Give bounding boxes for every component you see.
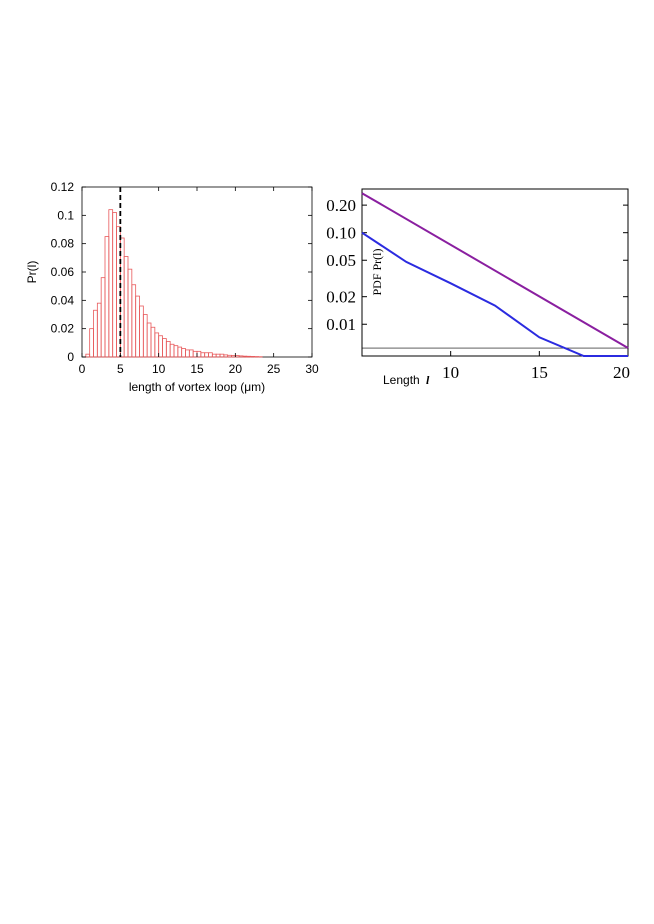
histogram-bar — [192, 350, 198, 358]
series-line-1 — [361, 192, 629, 349]
histogram-bar — [104, 236, 110, 358]
histogram-bar — [231, 355, 236, 358]
x-tick-label: 10 — [152, 362, 166, 376]
y-tick-label: 0.01 — [326, 315, 356, 334]
histogram-bar — [165, 341, 171, 358]
right-x-axis-label: Length l — [383, 373, 430, 387]
left-x-axis-label: length of vortex loop (μm) — [129, 380, 265, 394]
histogram-bar — [188, 349, 194, 358]
right-x-axis-label-text: Length — [383, 373, 420, 387]
x-tick-label: 10 — [442, 363, 459, 382]
y-tick-label: 0.02 — [51, 322, 75, 336]
histogram-bar — [158, 335, 163, 358]
x-tick-label: 20 — [229, 362, 243, 376]
histogram-bar — [242, 355, 248, 358]
histogram-bar — [173, 345, 179, 358]
y-tick-label: 0.05 — [326, 251, 356, 270]
histogram-bar — [215, 353, 221, 358]
y-tick-label: 0.08 — [51, 237, 75, 251]
histogram-bar — [85, 353, 91, 358]
histogram-bar — [169, 343, 175, 358]
histogram-bar — [185, 349, 190, 358]
x-tick-label: 15 — [531, 363, 548, 382]
histogram-bar — [150, 326, 156, 358]
histogram-bar — [135, 295, 140, 358]
histogram-bar — [154, 332, 160, 358]
y-tick-label: 0.04 — [51, 293, 75, 307]
histogram-bar — [139, 305, 144, 358]
right-log-line-chart: 0.20 0.10 0.05 0.02 0.01 10 15 20 PDF Pr(l) Len… — [326, 188, 630, 387]
y-tick-label: 0.10 — [326, 224, 356, 243]
histogram-bar — [234, 355, 240, 358]
histogram-bar — [208, 352, 213, 358]
x-tick-label: 20 — [613, 363, 630, 382]
histogram-bar — [250, 356, 255, 358]
histogram-bar — [196, 350, 202, 358]
histogram-bar — [200, 352, 206, 358]
histogram-bar — [219, 353, 225, 358]
histogram-bar — [131, 284, 137, 358]
left-y-axis-label: Pr(l) — [25, 261, 39, 284]
x-tick-label: 30 — [305, 362, 319, 376]
y-tick-label: 0.12 — [51, 180, 75, 194]
histogram-bar — [93, 309, 98, 358]
right-y-axis-label: PDF Pr(l) — [370, 248, 384, 295]
histogram-bar — [123, 256, 129, 358]
histogram-bar — [177, 346, 183, 358]
left-histogram-chart: 0 5 10 15 20 25 30 0 0.02 0.04 0.06 0.08 0.1 0.12 Pr(… — [25, 180, 319, 394]
histogram-bar — [89, 328, 94, 358]
histogram-bar — [112, 212, 117, 358]
histogram-bar — [96, 302, 102, 358]
left-ticks: 0 5 10 15 20 25 30 0 0.02 0.04 0.06 0.08 0.1 0.12 — [51, 180, 319, 376]
histogram-bar — [127, 268, 133, 358]
right-plot-frame — [361, 188, 629, 357]
x-tick-label: 25 — [267, 362, 281, 376]
histogram-bar — [146, 322, 152, 358]
right-ticks: 0.20 0.10 0.05 0.02 0.01 10 15 20 — [326, 196, 630, 382]
histogram-bar — [162, 338, 167, 358]
y-tick-label: 0.02 — [326, 288, 356, 307]
histogram-bar — [181, 348, 186, 358]
histogram-bar — [211, 353, 217, 358]
histogram-bar — [246, 355, 252, 358]
histogram-bar — [100, 277, 106, 358]
left-bars — [85, 209, 263, 358]
histogram-bar — [142, 314, 148, 358]
histogram-bar — [227, 354, 232, 358]
histogram-bar — [108, 209, 114, 358]
x-tick-label: 0 — [79, 362, 86, 376]
y-tick-label: 0.20 — [326, 196, 356, 215]
histogram-bar — [238, 355, 244, 358]
y-tick-label: 0.06 — [51, 265, 75, 279]
y-tick-label: 0 — [67, 350, 74, 364]
right-x-axis-label-var: l — [426, 373, 430, 387]
series-line-2 — [361, 231, 628, 357]
x-tick-label: 5 — [117, 362, 124, 376]
y-tick-label: 0.1 — [57, 208, 74, 222]
histogram-bar — [204, 352, 209, 358]
x-tick-label: 15 — [190, 362, 204, 376]
right-series — [361, 192, 629, 357]
histogram-bar — [223, 354, 229, 358]
